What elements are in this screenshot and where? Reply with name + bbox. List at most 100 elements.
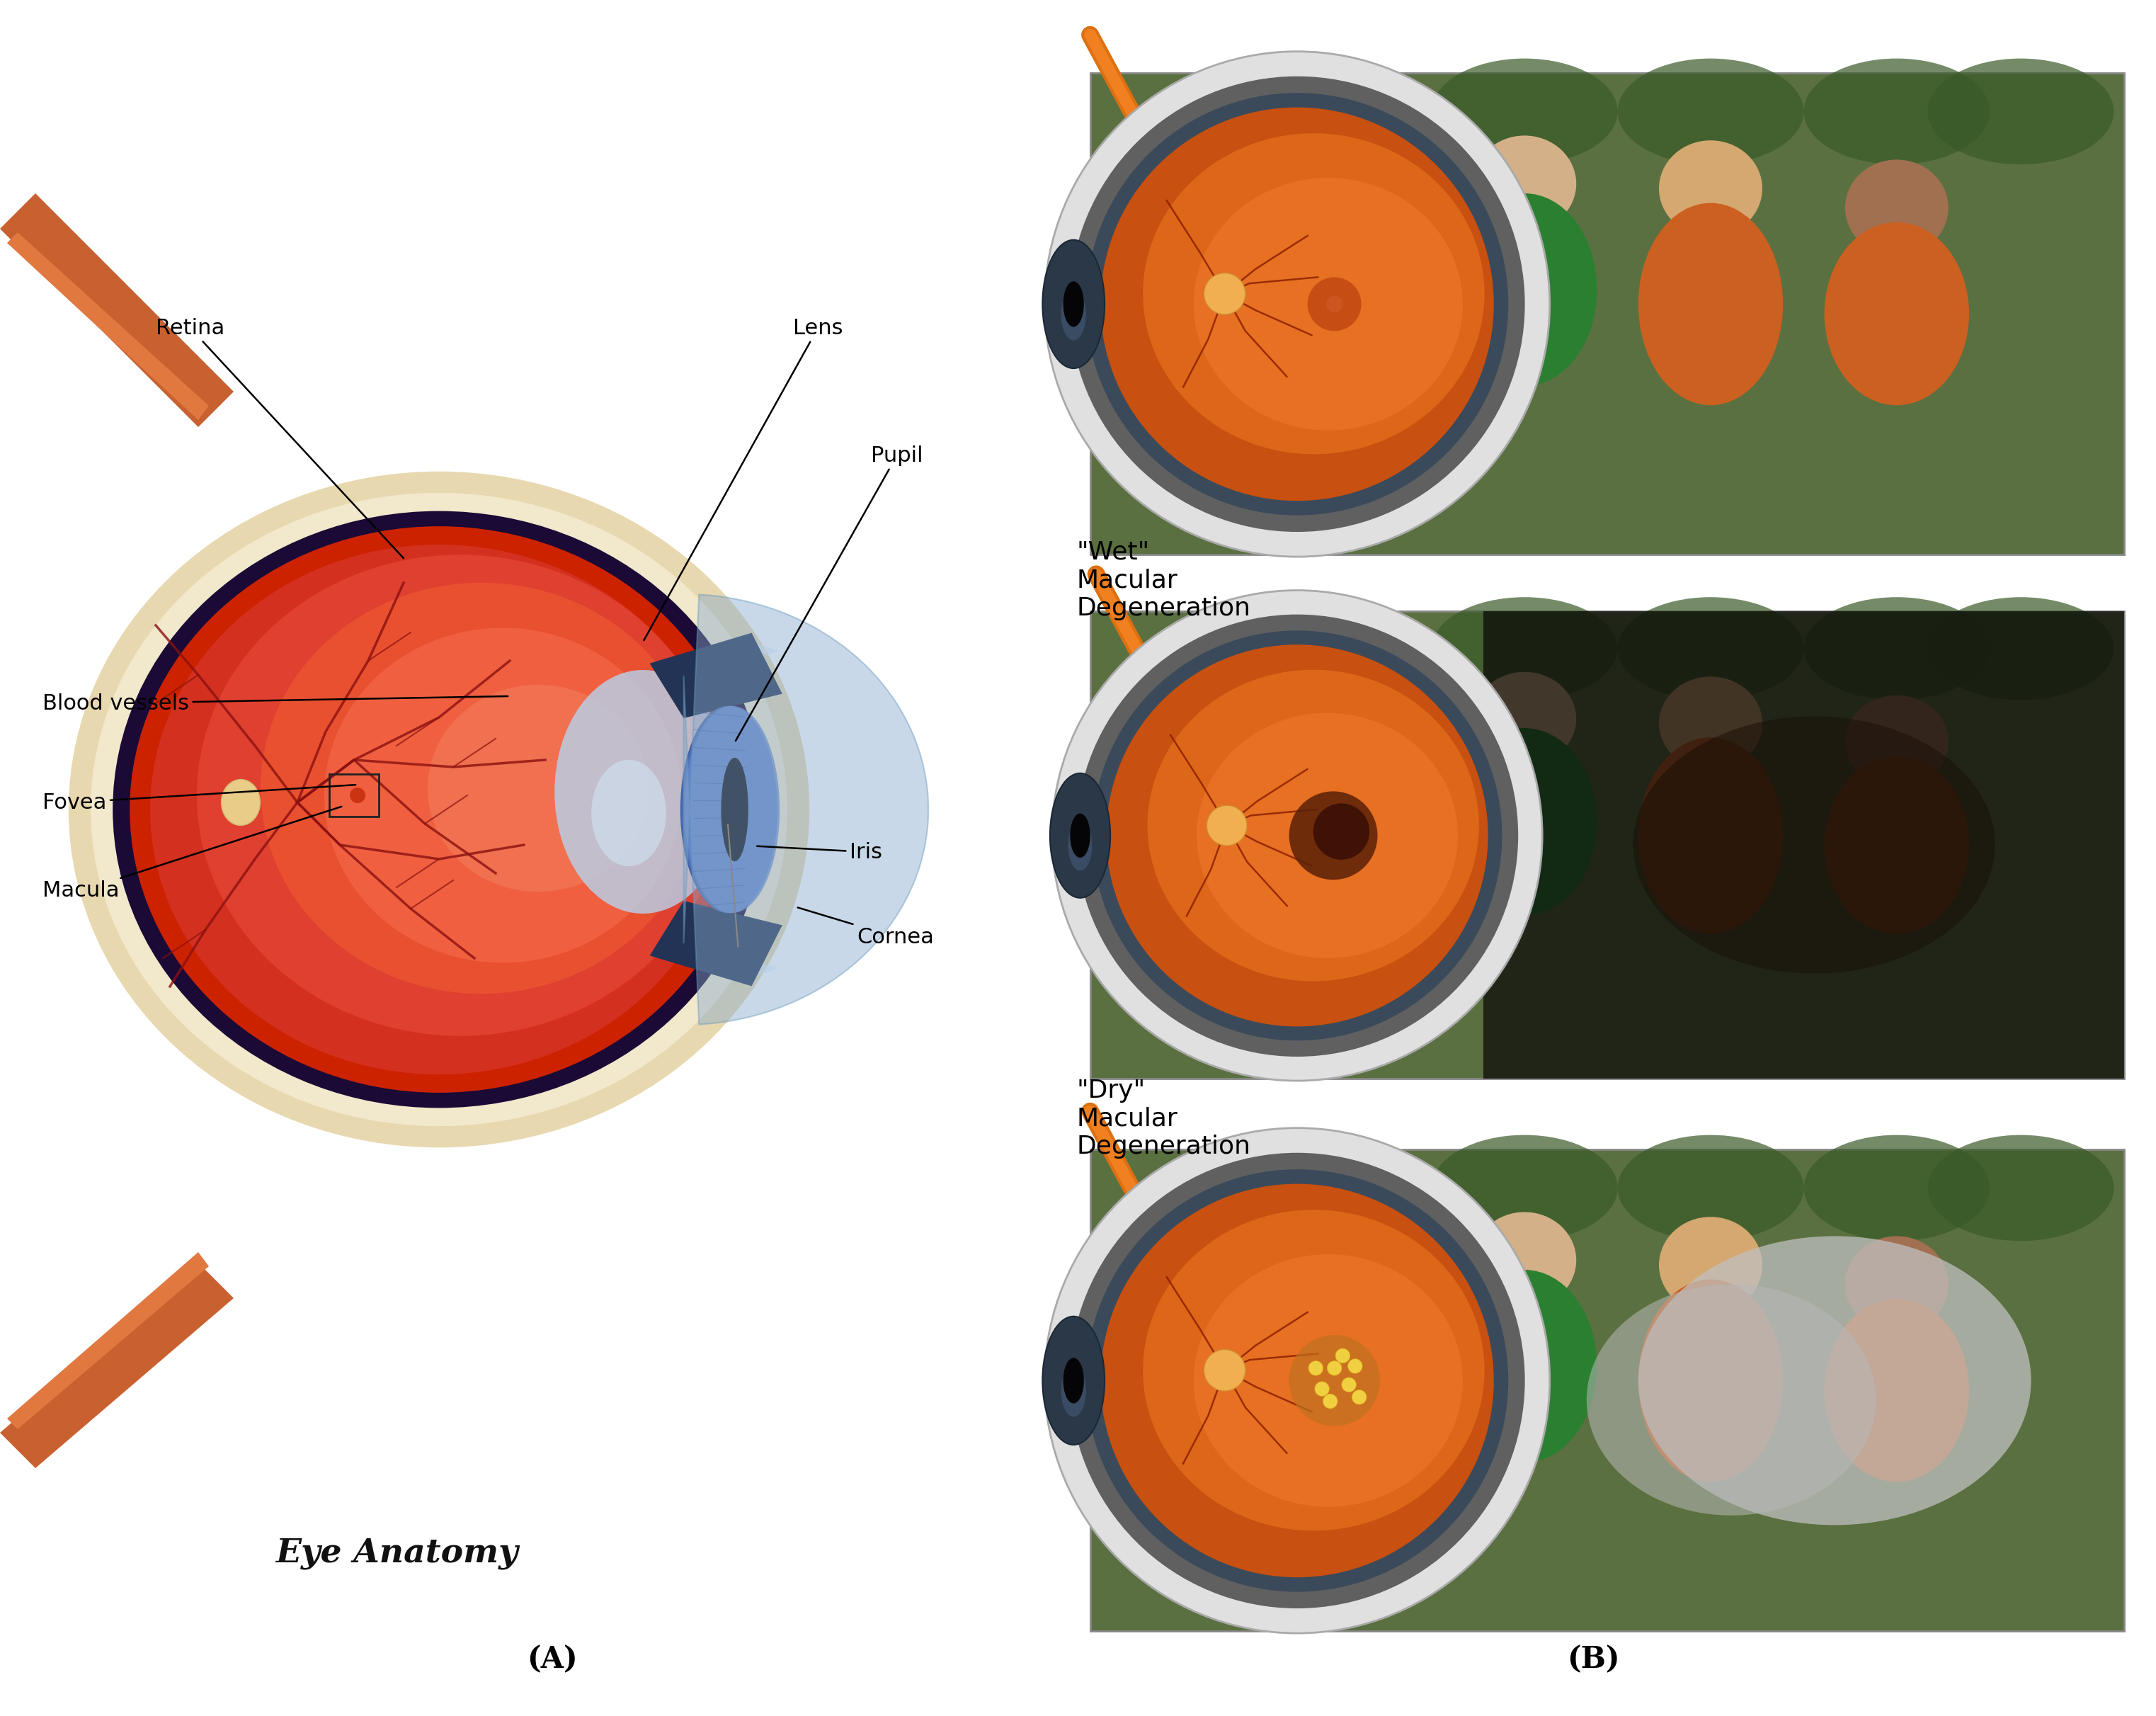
- Circle shape: [1328, 1361, 1341, 1376]
- Ellipse shape: [1061, 288, 1087, 340]
- Circle shape: [1076, 614, 1518, 1057]
- Bar: [330, 774, 379, 817]
- Ellipse shape: [1846, 695, 1949, 789]
- Ellipse shape: [1432, 597, 1617, 700]
- Ellipse shape: [1197, 712, 1457, 958]
- Ellipse shape: [1194, 1254, 1462, 1507]
- Ellipse shape: [554, 669, 731, 913]
- Ellipse shape: [1927, 58, 2113, 165]
- Ellipse shape: [196, 554, 724, 1036]
- Ellipse shape: [1432, 58, 1617, 165]
- Ellipse shape: [1658, 141, 1761, 237]
- Circle shape: [1313, 803, 1369, 860]
- Ellipse shape: [1194, 178, 1462, 431]
- Circle shape: [1069, 1153, 1524, 1608]
- Polygon shape: [6, 232, 209, 420]
- Circle shape: [1044, 1127, 1550, 1634]
- Circle shape: [1207, 805, 1246, 846]
- Ellipse shape: [151, 544, 729, 1074]
- Circle shape: [1087, 93, 1509, 515]
- Ellipse shape: [1632, 716, 1994, 973]
- Circle shape: [1352, 1390, 1367, 1404]
- Text: "Dry"
Macular
Degeneration: "Dry" Macular Degeneration: [1076, 1079, 1250, 1158]
- Text: (B): (B): [1567, 1644, 1619, 1675]
- Ellipse shape: [1824, 757, 1968, 934]
- Text: (A): (A): [526, 1644, 578, 1675]
- Ellipse shape: [1846, 1236, 1949, 1332]
- FancyBboxPatch shape: [1483, 611, 2124, 1079]
- Ellipse shape: [1617, 1134, 1805, 1241]
- Text: "Wet"
Macular
Degeneration: "Wet" Macular Degeneration: [1076, 541, 1250, 619]
- Ellipse shape: [1617, 597, 1805, 700]
- Ellipse shape: [1824, 223, 1968, 405]
- FancyBboxPatch shape: [1091, 611, 2124, 1079]
- Circle shape: [1348, 1359, 1363, 1373]
- Ellipse shape: [349, 788, 364, 803]
- Circle shape: [1203, 273, 1246, 314]
- Ellipse shape: [1473, 1211, 1576, 1308]
- Text: Eye Anatomy: Eye Anatomy: [276, 1538, 517, 1570]
- Ellipse shape: [1453, 194, 1598, 386]
- Circle shape: [1335, 1349, 1350, 1363]
- Circle shape: [1069, 76, 1524, 532]
- Ellipse shape: [591, 760, 666, 867]
- Circle shape: [1315, 1381, 1330, 1397]
- Ellipse shape: [1453, 1270, 1598, 1462]
- Ellipse shape: [1453, 728, 1598, 915]
- Circle shape: [1106, 645, 1488, 1026]
- Ellipse shape: [1805, 1134, 1990, 1241]
- Ellipse shape: [1805, 58, 1990, 165]
- Circle shape: [1289, 791, 1378, 880]
- Ellipse shape: [427, 685, 649, 892]
- Polygon shape: [0, 1263, 233, 1469]
- Circle shape: [1289, 1335, 1380, 1426]
- Ellipse shape: [1927, 597, 2113, 700]
- Ellipse shape: [1061, 1364, 1087, 1417]
- Ellipse shape: [1147, 669, 1479, 982]
- Ellipse shape: [1050, 774, 1110, 897]
- Polygon shape: [649, 633, 783, 717]
- Ellipse shape: [1824, 1299, 1968, 1481]
- Ellipse shape: [1044, 1316, 1104, 1445]
- Ellipse shape: [1432, 1134, 1617, 1241]
- Ellipse shape: [1143, 134, 1485, 455]
- Text: Lens: Lens: [645, 317, 843, 640]
- Polygon shape: [649, 901, 783, 987]
- Ellipse shape: [323, 628, 681, 963]
- Ellipse shape: [683, 705, 778, 913]
- Ellipse shape: [1587, 1284, 1876, 1515]
- Circle shape: [1052, 590, 1542, 1081]
- Ellipse shape: [1069, 813, 1091, 858]
- Ellipse shape: [1143, 1210, 1485, 1531]
- Circle shape: [1044, 51, 1550, 556]
- Ellipse shape: [1658, 1217, 1761, 1313]
- Text: Retina: Retina: [155, 317, 403, 558]
- Polygon shape: [649, 638, 778, 676]
- Ellipse shape: [69, 472, 808, 1148]
- Circle shape: [1309, 1361, 1324, 1376]
- Polygon shape: [0, 194, 233, 427]
- Ellipse shape: [1473, 136, 1576, 232]
- Circle shape: [1087, 1169, 1509, 1592]
- Ellipse shape: [1067, 820, 1093, 870]
- Text: Blood vessels: Blood vessels: [43, 693, 509, 714]
- Text: Pupil: Pupil: [735, 444, 923, 741]
- Circle shape: [1100, 1184, 1494, 1577]
- Ellipse shape: [1639, 1236, 2031, 1526]
- Ellipse shape: [112, 511, 765, 1109]
- Text: Iris: Iris: [757, 843, 882, 861]
- Ellipse shape: [1927, 1134, 2113, 1241]
- Ellipse shape: [1063, 1357, 1084, 1404]
- Ellipse shape: [1473, 673, 1576, 765]
- Circle shape: [1341, 1378, 1356, 1392]
- Ellipse shape: [1846, 160, 1949, 256]
- Ellipse shape: [1639, 1280, 1783, 1481]
- Ellipse shape: [681, 705, 776, 913]
- Ellipse shape: [129, 527, 748, 1093]
- Ellipse shape: [1044, 240, 1104, 369]
- Ellipse shape: [1617, 58, 1805, 165]
- Ellipse shape: [1805, 597, 1990, 700]
- Ellipse shape: [1639, 738, 1783, 934]
- Ellipse shape: [261, 583, 703, 994]
- Ellipse shape: [1639, 202, 1783, 405]
